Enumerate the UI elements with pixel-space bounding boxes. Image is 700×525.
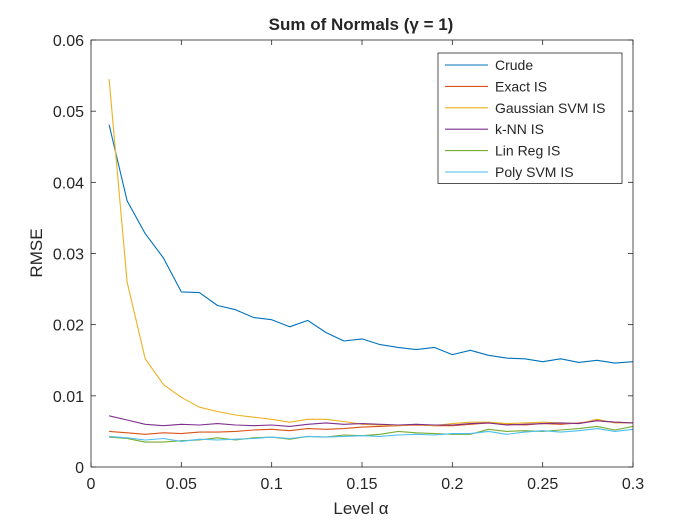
legend-box [437,52,623,184]
plot-area [108,79,634,443]
y-tick-label: 0.02 [53,318,84,335]
x-axis-label: Level α [333,499,388,518]
y-tick-label: 0 [75,460,84,477]
x-tick-label: 0.1 [261,476,283,493]
legend-label-lin-reg-is: Lin Reg IS [495,143,560,159]
x-tick-label: 0.2 [441,476,463,493]
x-tick-label: 0.15 [346,476,377,493]
y-tick-label: 0.03 [53,247,84,264]
series-line-poly-svm-is [109,428,634,442]
y-tick-label: 0.06 [53,33,84,50]
legend-label-crude: Crude [495,57,533,73]
y-axis-label: RMSE [27,228,46,277]
series-line-k-nn-is [108,415,634,427]
y-tick-label: 0.04 [53,175,84,192]
legend-label-gaussian-svm-is: Gaussian SVM IS [495,100,606,116]
legend-label-exact-is: Exact IS [495,78,547,94]
x-tick-label: 0.3 [622,476,644,493]
series-line-crude [108,124,634,364]
y-tick-label: 0.05 [53,104,84,121]
legend-label-k-nn-is: k-NN IS [495,121,544,137]
legend: Crude Exact IS Gaussian SVM IS k-NN IS Lin R… [437,52,623,184]
x-tick-label: 0.25 [527,476,558,493]
series-line-gaussian-svm-is [108,79,633,427]
legend-label-poly-svm-is: Poly SVM IS [495,164,574,180]
chart-title: Sum of Normals (γ = 1) [269,15,454,34]
x-tick-label: 0.05 [166,476,197,493]
x-tick-label: 0 [87,476,96,493]
y-tick-label: 0.01 [53,389,84,406]
axes: 0 0.05 0.1 0.15 0.2 0.25 0.3 0 0.01 0.02 0.03 0.04 0… [53,33,644,493]
